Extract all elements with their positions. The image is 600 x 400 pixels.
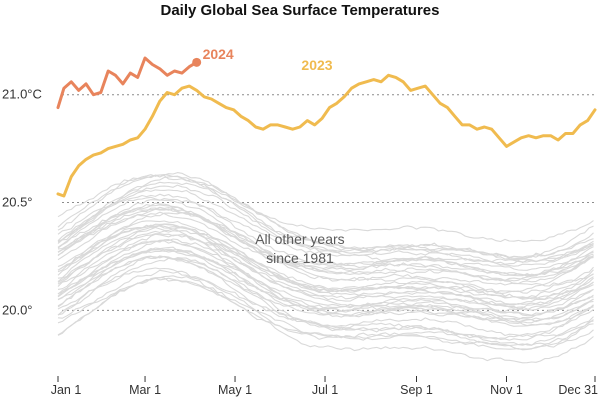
y-tick-label: 20.5°	[2, 195, 33, 210]
background-year-line	[57, 246, 594, 316]
background-year-line	[57, 173, 594, 263]
background-years-lines	[57, 172, 594, 364]
y-axis-tick-labels: 21.0°C 20.5° 20.0°	[2, 87, 42, 318]
background-year-line	[57, 267, 594, 347]
x-axis: Jan 1 Mar 1 May 1 Jul 1 Sep 1 Nov 1 Dec 31	[51, 376, 598, 397]
series-label-2023: 2023	[301, 57, 332, 73]
x-tick-label: Sep 1	[400, 383, 433, 397]
y-tick-label: 20.0°	[2, 302, 33, 317]
annotation-line-2: since 1981	[266, 250, 334, 266]
background-year-line	[57, 269, 594, 338]
background-year-line	[57, 223, 594, 299]
background-year-line	[57, 230, 594, 300]
background-year-line	[57, 196, 594, 282]
background-year-line	[57, 220, 594, 300]
series-line-2023	[56, 73, 597, 198]
chart-title: Daily Global Sea Surface Temperatures	[160, 2, 439, 19]
background-year-line	[57, 208, 594, 277]
background-year-line	[57, 238, 594, 323]
annotation: All other years since 1981	[255, 231, 344, 266]
background-year-line	[57, 224, 594, 306]
background-year-line	[57, 207, 594, 277]
background-year-line	[57, 226, 594, 313]
highlighted-series: 2024 2023	[56, 46, 597, 198]
background-year-line	[57, 212, 594, 287]
background-year-line	[57, 202, 594, 286]
series-label-2024: 2024	[203, 46, 234, 62]
background-year-line	[57, 181, 594, 267]
x-tick-label: Jul 1	[312, 383, 338, 397]
annotation-line-1: All other years	[255, 231, 344, 247]
x-tick-label: Nov 1	[490, 383, 523, 397]
x-tick-label: Dec 31	[558, 383, 598, 397]
background-year-line	[57, 193, 594, 263]
background-year-line	[57, 247, 594, 327]
background-year-line	[57, 255, 594, 341]
background-year-line	[57, 189, 594, 265]
series-end-marker-2024	[192, 57, 202, 67]
background-year-line	[57, 277, 594, 364]
background-year-line	[57, 174, 594, 243]
x-tick-label: May 1	[218, 383, 252, 397]
background-year-line	[57, 276, 594, 350]
y-tick-label: 21.0°C	[2, 87, 42, 102]
background-year-line	[57, 197, 594, 271]
x-tick-label: Mar 1	[129, 383, 161, 397]
background-year-line	[57, 233, 594, 311]
series-line-2024	[56, 56, 199, 110]
x-tick-label: Jan 1	[51, 383, 82, 397]
background-year-line	[57, 204, 594, 295]
background-year-line	[57, 175, 594, 258]
background-year-line	[57, 275, 594, 351]
background-year-line	[57, 233, 594, 310]
